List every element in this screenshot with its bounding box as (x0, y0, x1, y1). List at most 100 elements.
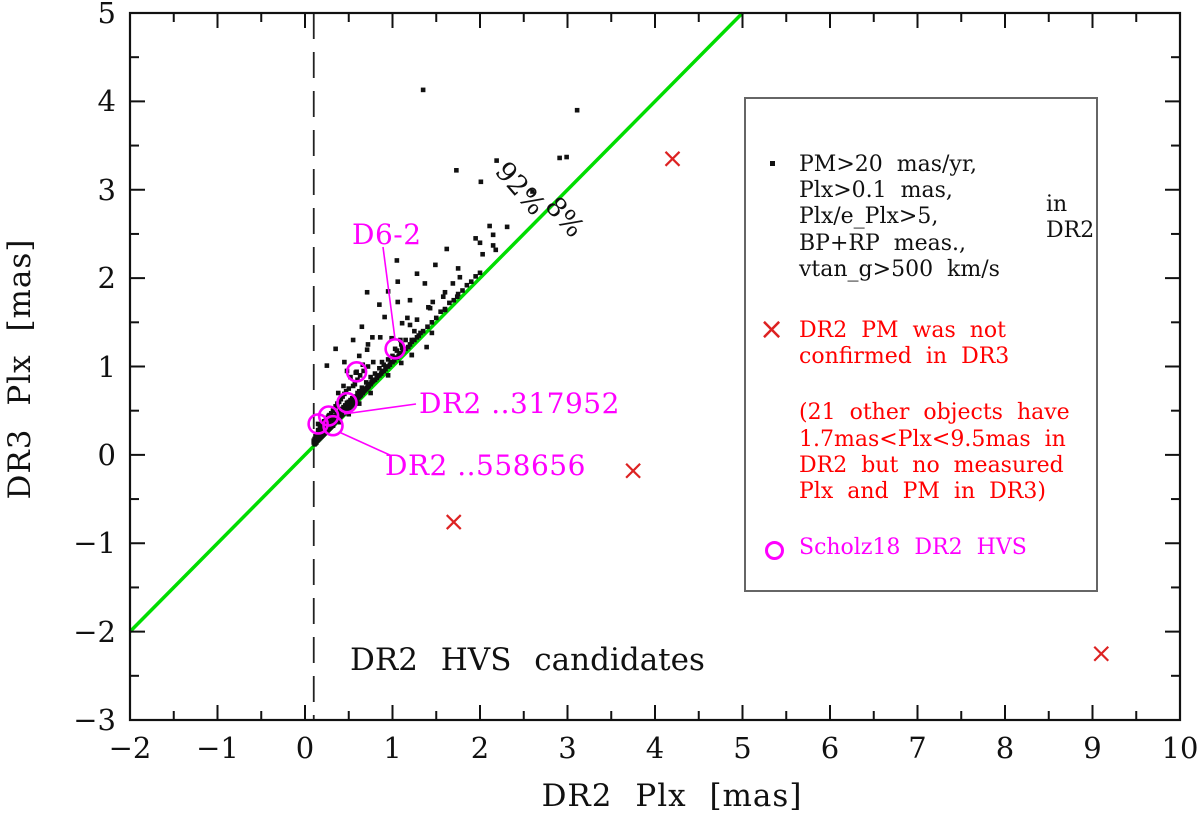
data-point (398, 342, 404, 347)
data-point (333, 403, 338, 409)
x-tick-label: 3 (558, 731, 577, 765)
data-point (379, 359, 385, 365)
data-point (352, 381, 358, 387)
data-point (340, 394, 345, 399)
data-point (407, 322, 413, 328)
data-point (412, 337, 417, 343)
data-point (333, 346, 338, 352)
data-point (473, 274, 478, 279)
data-point (385, 373, 391, 378)
data-point (320, 426, 325, 431)
data-point (490, 243, 496, 248)
data-point (355, 377, 360, 383)
legend-line: Scholz18 DR2 HVS (799, 535, 1027, 560)
x-tick-label: 5 (733, 731, 752, 765)
legend-line: vtan_g>500 km/s (799, 257, 1000, 282)
hvs-circle-point (345, 361, 368, 383)
red-x-point (1093, 645, 1110, 662)
y-tick-label: −1 (73, 526, 116, 561)
data-point (313, 441, 318, 446)
data-point (370, 335, 375, 340)
legend-line: Plx>0.1 mas, (799, 178, 953, 203)
data-point (370, 359, 376, 365)
data-point (359, 385, 365, 391)
data-point (440, 294, 446, 299)
data-point (356, 388, 362, 394)
data-point (365, 364, 371, 369)
hvs-circle-marker-icon (765, 541, 784, 560)
data-point (574, 107, 580, 113)
annotation-dr2-hvs-candidates: DR2 HVS candidates (350, 642, 705, 678)
data-point (427, 305, 433, 311)
data-point (493, 247, 499, 253)
data-point (487, 223, 492, 229)
x-tick-label: 0 (295, 731, 315, 765)
data-point (342, 359, 347, 365)
data-point (359, 324, 365, 330)
data-point (451, 297, 457, 303)
data-point (356, 353, 362, 359)
data-point (420, 87, 426, 93)
data-point (346, 411, 352, 417)
data-point (398, 360, 404, 366)
data-point (363, 380, 369, 385)
data-point (414, 317, 420, 322)
data-point (385, 357, 391, 362)
legend-line: DR2 PM was not (799, 318, 1007, 343)
data-point (564, 154, 569, 160)
data-point (391, 358, 397, 363)
data-point (409, 352, 415, 358)
x-tick-label: −2 (108, 731, 152, 765)
data-point (396, 353, 401, 359)
x-tick-label: 10 (1161, 731, 1199, 765)
data-point (341, 383, 346, 389)
data-point (389, 335, 394, 341)
data-point (335, 390, 341, 396)
data-point (383, 366, 388, 372)
legend-line: PM>20 mas/yr, (799, 152, 977, 177)
data-point (348, 374, 353, 380)
data-point (442, 289, 448, 295)
legend-line: confirmed in DR3 (799, 344, 1010, 369)
data-point (494, 158, 499, 163)
data-point (438, 309, 443, 315)
data-point (343, 388, 349, 394)
data-point (315, 421, 321, 427)
hvs-circle-point (322, 414, 344, 437)
data-point (356, 401, 362, 406)
data-point (442, 307, 448, 313)
data-point (349, 396, 355, 401)
data-point (368, 390, 373, 396)
data-point (395, 279, 401, 284)
data-point (414, 271, 420, 277)
y-tick-label: −3 (73, 703, 116, 737)
data-point (422, 281, 428, 286)
data-point (372, 371, 378, 376)
data-point (344, 400, 350, 406)
data-point (412, 328, 417, 334)
data-point (504, 224, 510, 230)
data-point (382, 314, 387, 320)
data-point (454, 168, 459, 173)
data-point (361, 368, 366, 374)
hvs-circle-point (307, 413, 329, 435)
y-tick-label: −2 (73, 614, 116, 649)
data-point (407, 297, 413, 303)
legend-note-line: 1.7mas<Plx<9.5mas in (799, 427, 1066, 452)
data-point (392, 346, 398, 352)
data-point (364, 289, 370, 295)
red-x-point (625, 463, 641, 479)
data-point (455, 291, 461, 297)
data-point (468, 279, 474, 284)
data-point (405, 344, 411, 350)
annotation-d6-2: D6-2 (352, 218, 422, 251)
data-point (454, 294, 460, 299)
data-point (390, 353, 395, 359)
data-point (328, 411, 334, 416)
data-point (460, 288, 465, 293)
annotation-pointer-line (343, 403, 417, 415)
data-point (477, 270, 483, 276)
x-tick-label: 4 (645, 731, 665, 765)
data-point (444, 246, 450, 252)
